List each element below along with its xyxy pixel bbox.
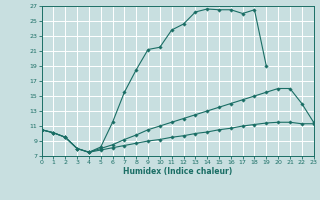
X-axis label: Humidex (Indice chaleur): Humidex (Indice chaleur) [123, 167, 232, 176]
